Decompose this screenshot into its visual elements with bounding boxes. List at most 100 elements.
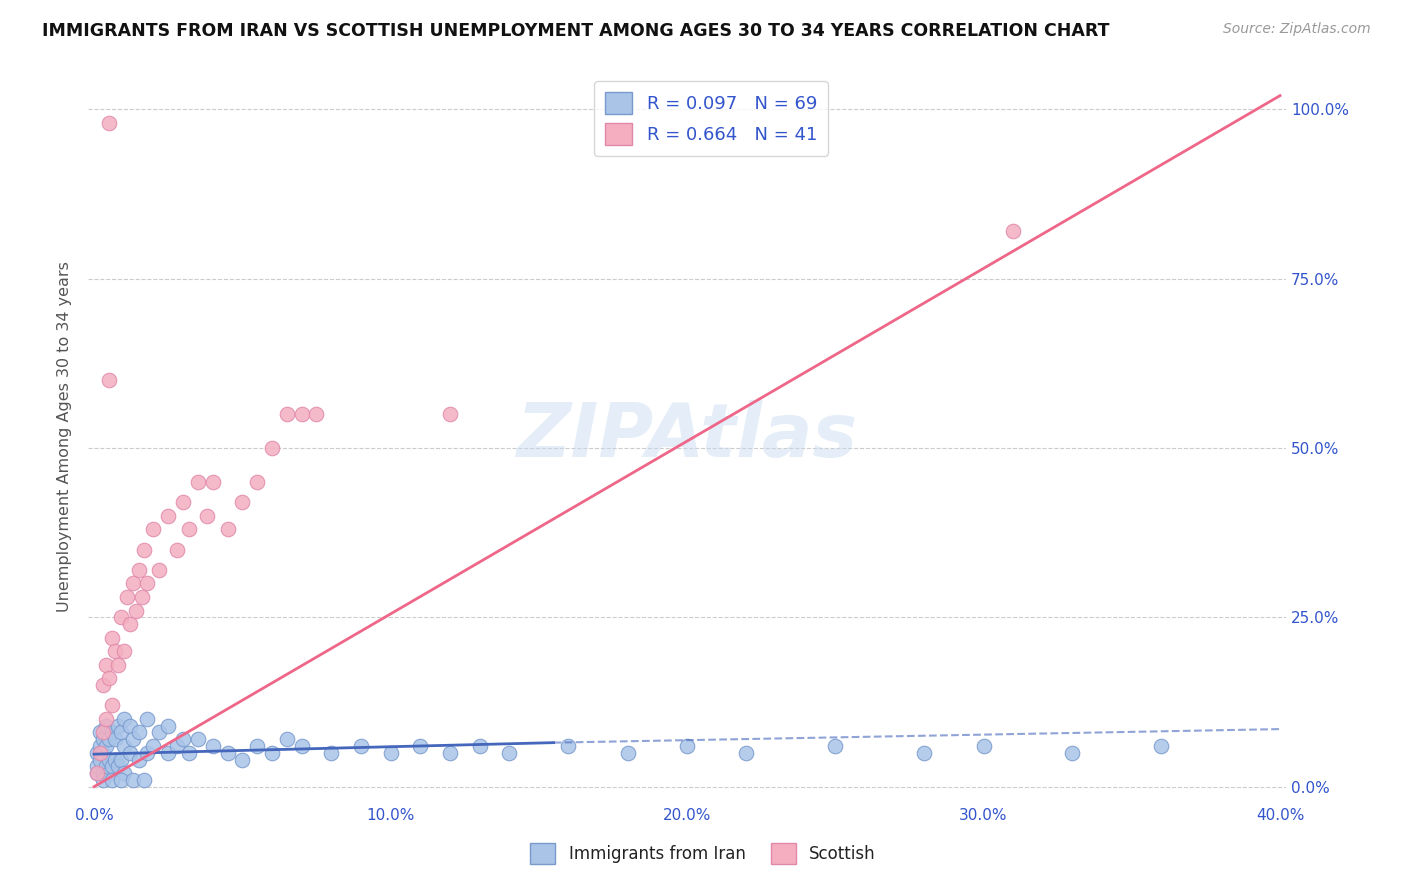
Point — [118, 617, 141, 632]
Point — [104, 753, 127, 767]
Point — [172, 495, 194, 509]
Text: ZIPAtlas: ZIPAtlas — [516, 400, 858, 473]
Point — [136, 746, 159, 760]
Point — [1150, 739, 1173, 753]
Point — [110, 725, 132, 739]
Point — [616, 746, 638, 760]
Point — [104, 644, 127, 658]
Point — [201, 739, 224, 753]
Point — [121, 732, 143, 747]
Point — [110, 753, 132, 767]
Point — [231, 495, 253, 509]
Point — [112, 712, 135, 726]
Point — [557, 739, 579, 753]
Point — [128, 753, 150, 767]
Point — [91, 772, 114, 787]
Point — [124, 603, 146, 617]
Legend: R = 0.097   N = 69, R = 0.664   N = 41: R = 0.097 N = 69, R = 0.664 N = 41 — [595, 81, 828, 156]
Point — [131, 590, 153, 604]
Y-axis label: Unemployment Among Ages 30 to 34 years: Unemployment Among Ages 30 to 34 years — [58, 260, 72, 612]
Point — [110, 610, 132, 624]
Point — [973, 739, 995, 753]
Point — [118, 746, 141, 760]
Point — [187, 475, 209, 489]
Point — [86, 766, 108, 780]
Point — [735, 746, 758, 760]
Point — [121, 772, 143, 787]
Point — [246, 739, 269, 753]
Point — [107, 657, 129, 672]
Point — [177, 746, 200, 760]
Point — [260, 441, 283, 455]
Point — [260, 746, 283, 760]
Point — [97, 753, 120, 767]
Point — [157, 508, 180, 523]
Point — [128, 725, 150, 739]
Point — [468, 739, 491, 753]
Point — [276, 407, 298, 421]
Point — [97, 116, 120, 130]
Point — [148, 563, 170, 577]
Point — [498, 746, 520, 760]
Point — [166, 739, 188, 753]
Point — [97, 732, 120, 747]
Point — [246, 475, 269, 489]
Point — [136, 712, 159, 726]
Point — [276, 732, 298, 747]
Point — [91, 725, 114, 739]
Point — [86, 759, 108, 773]
Point — [380, 746, 402, 760]
Point — [134, 542, 156, 557]
Point — [157, 746, 180, 760]
Point — [166, 542, 188, 557]
Point — [94, 719, 117, 733]
Point — [1062, 746, 1084, 760]
Point — [187, 732, 209, 747]
Point — [112, 766, 135, 780]
Point — [121, 576, 143, 591]
Point — [305, 407, 328, 421]
Point — [217, 746, 239, 760]
Point — [86, 766, 108, 780]
Point — [134, 772, 156, 787]
Point — [101, 631, 124, 645]
Point — [89, 746, 111, 760]
Text: IMMIGRANTS FROM IRAN VS SCOTTISH UNEMPLOYMENT AMONG AGES 30 TO 34 YEARS CORRELAT: IMMIGRANTS FROM IRAN VS SCOTTISH UNEMPLO… — [42, 22, 1109, 40]
Point — [91, 732, 114, 747]
Point — [824, 739, 846, 753]
Legend: Immigrants from Iran, Scottish: Immigrants from Iran, Scottish — [524, 837, 882, 871]
Point — [91, 766, 114, 780]
Point — [107, 759, 129, 773]
Point — [439, 746, 461, 760]
Point — [97, 671, 120, 685]
Text: Source: ZipAtlas.com: Source: ZipAtlas.com — [1223, 22, 1371, 37]
Point — [91, 678, 114, 692]
Point — [107, 719, 129, 733]
Point — [409, 739, 432, 753]
Point — [676, 739, 699, 753]
Point — [172, 732, 194, 747]
Point — [86, 746, 108, 760]
Point — [148, 725, 170, 739]
Point — [110, 772, 132, 787]
Point — [201, 475, 224, 489]
Point — [217, 522, 239, 536]
Point — [136, 576, 159, 591]
Point — [94, 739, 117, 753]
Point — [128, 563, 150, 577]
Point — [97, 373, 120, 387]
Point — [97, 766, 120, 780]
Point — [1002, 224, 1025, 238]
Point — [89, 739, 111, 753]
Point — [142, 522, 165, 536]
Point — [157, 719, 180, 733]
Point — [101, 698, 124, 713]
Point — [177, 522, 200, 536]
Point — [94, 657, 117, 672]
Point — [104, 732, 127, 747]
Point — [321, 746, 343, 760]
Point — [115, 590, 138, 604]
Point — [101, 759, 124, 773]
Point — [94, 759, 117, 773]
Point — [91, 746, 114, 760]
